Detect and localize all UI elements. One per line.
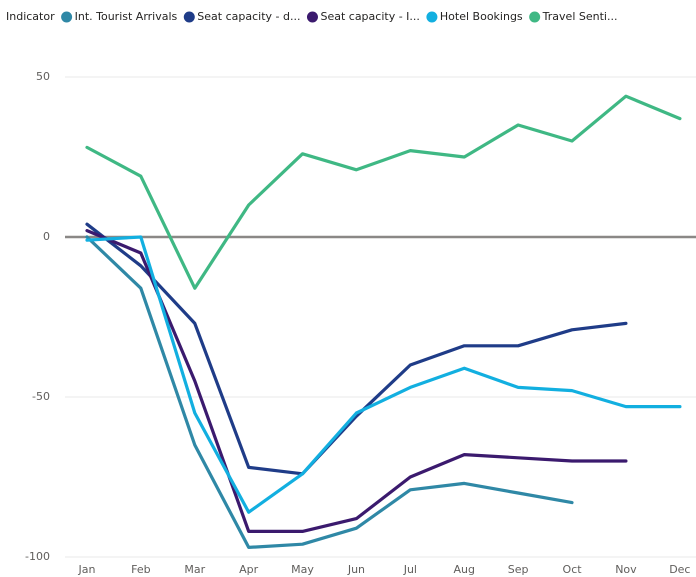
- legend-marker: [426, 11, 438, 23]
- series-line: [85, 235, 682, 514]
- x-tick-label: May: [291, 563, 314, 576]
- x-tick-label: Jan: [77, 563, 95, 576]
- legend-title: Indicator: [6, 10, 55, 23]
- x-tick-label: Sep: [508, 563, 529, 576]
- y-tick-label: 50: [36, 70, 50, 83]
- series-line: [85, 229, 628, 533]
- legend-marker: [183, 11, 195, 23]
- legend-label: Seat capacity - I...: [320, 10, 419, 23]
- series-line: [85, 94, 682, 290]
- y-tick-label: -100: [25, 550, 50, 563]
- y-tick-label: 0: [43, 230, 50, 243]
- x-tick-label: Feb: [131, 563, 150, 576]
- x-tick-label: Mar: [184, 563, 205, 576]
- legend-label: Travel Senti...: [542, 10, 618, 23]
- legend-label: Int. Tourist Arrivals: [75, 10, 178, 23]
- legend-marker: [529, 11, 541, 23]
- x-tick-label: Jul: [403, 563, 417, 576]
- series-line: [85, 222, 628, 476]
- x-tick-label: Aug: [454, 563, 475, 576]
- x-tick-label: Dec: [669, 563, 690, 576]
- legend-marker: [306, 11, 318, 23]
- x-tick-label: Jun: [347, 563, 365, 576]
- legend-marker: [61, 11, 73, 23]
- x-tick-label: Nov: [615, 563, 637, 576]
- series-line: [85, 235, 574, 549]
- y-tick-label: -50: [32, 390, 50, 403]
- x-tick-label: Oct: [563, 563, 583, 576]
- legend-label: Hotel Bookings: [440, 10, 523, 23]
- x-tick-label: Apr: [239, 563, 259, 576]
- legend-label: Seat capacity - d...: [197, 10, 300, 23]
